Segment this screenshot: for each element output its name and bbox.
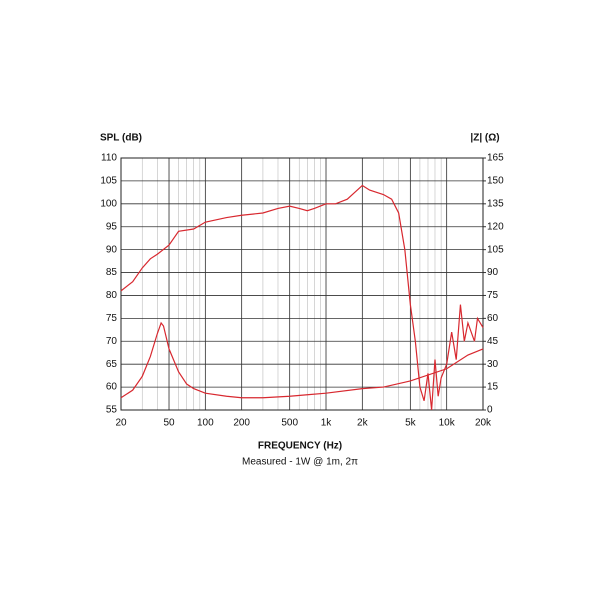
x-tick-label: 1k [321,418,333,429]
y-tick-label: 80 [106,290,118,301]
x-tick-label: 20k [475,418,492,429]
y-tick-label: 110 [101,153,117,164]
y2-tick-label: 0 [487,405,493,416]
y2-tick-label: 45 [487,336,499,347]
y-tick-label: 65 [106,359,118,370]
y-tick-label: 70 [106,336,118,347]
x-tick-label: 500 [281,418,298,429]
y-tick-label: 90 [106,244,118,255]
x-tick-label: 2k [357,418,369,429]
x-tick-label: 100 [197,418,214,429]
x-tick-label: 200 [233,418,250,429]
series-line [120,321,484,399]
y-tick-label: 95 [106,221,118,232]
series-line [120,184,484,411]
y2-tick-label: 165 [487,153,504,164]
y2-tick-label: 105 [487,244,504,255]
x-axis-label: FREQUENCY (Hz) [258,441,342,452]
y-tick-label: 75 [106,313,118,324]
plot-frame [120,157,484,411]
subtitle: Measured - 1W @ 1m, 2π [242,457,358,468]
y2-tick-label: 15 [487,382,499,393]
y2-tick-label: 120 [487,221,504,232]
y2-tick-label: 135 [487,198,504,209]
x-tick-label: 10k [439,418,456,429]
x-tick-label: 20 [115,418,127,429]
y2-tick-label: 30 [487,359,499,370]
y-tick-label: 85 [106,267,118,278]
y2-axis-label: |Z| (Ω) [470,133,499,144]
y-tick-label: 105 [100,176,117,187]
x-tick-label: 5k [405,418,417,429]
x-tick-label: 50 [163,418,175,429]
y2-tick-label: 75 [487,290,499,301]
y-tick-label: 55 [106,405,118,416]
y-tick-label: 60 [106,382,118,393]
y-tick-label: 100 [100,198,117,209]
y2-tick-label: 150 [487,176,504,187]
y2-tick-label: 90 [487,267,499,278]
y-axis-label: SPL (dB) [100,133,142,144]
y2-tick-label: 60 [487,313,499,324]
